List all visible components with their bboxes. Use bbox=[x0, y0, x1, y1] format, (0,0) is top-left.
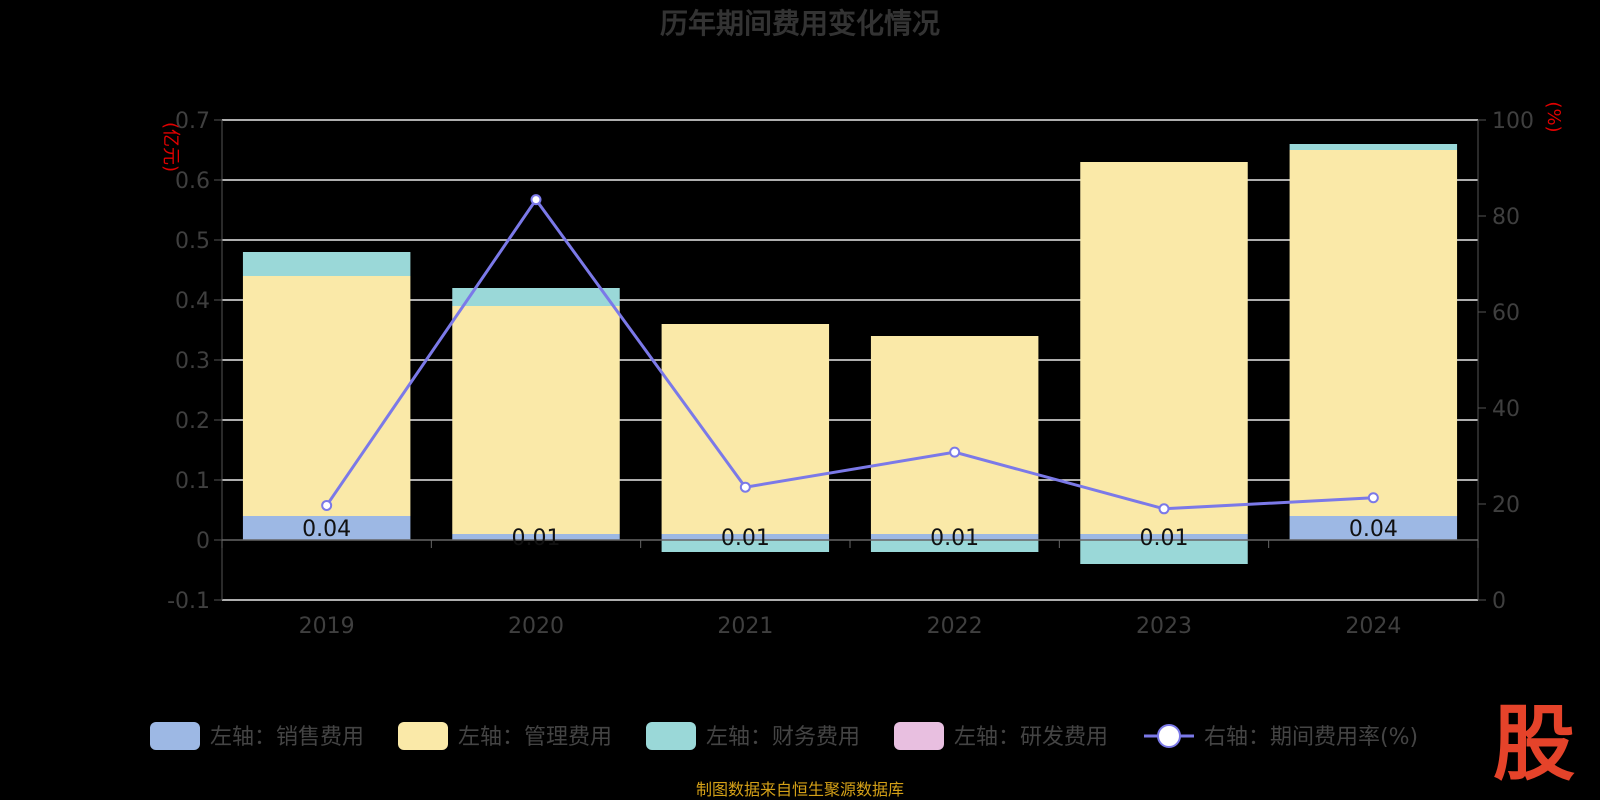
category-label: 2023 bbox=[1136, 614, 1192, 639]
right-tick-label: 40 bbox=[1492, 397, 1520, 422]
bar-segment bbox=[870, 540, 1039, 552]
legend-label: 左轴：财务费用 bbox=[706, 725, 860, 750]
rate-point bbox=[1158, 503, 1170, 515]
bar-segment bbox=[452, 288, 620, 306]
right-tick-label: 100 bbox=[1492, 109, 1534, 134]
left-tick-label: 0.1 bbox=[175, 469, 210, 494]
brand-logo: 股 bbox=[1493, 696, 1575, 792]
legend-swatch bbox=[150, 722, 200, 750]
bar-segment bbox=[1289, 516, 1458, 540]
bar-segment bbox=[661, 534, 830, 540]
legend-swatch bbox=[398, 722, 448, 750]
data-label: 0.01 bbox=[512, 526, 561, 551]
bar-segment bbox=[1080, 534, 1248, 540]
bar-segment bbox=[1080, 540, 1248, 564]
rate-line bbox=[325, 197, 1374, 511]
bar-segment bbox=[1289, 144, 1458, 150]
left-tick-label: -0.1 bbox=[167, 589, 210, 614]
bar-segment bbox=[661, 540, 830, 552]
left-axis-unit: (亿元) bbox=[160, 122, 181, 172]
left-tick-label: 0.3 bbox=[175, 349, 210, 374]
right-tick-label: 0 bbox=[1492, 589, 1506, 614]
left-tick-label: 0.6 bbox=[175, 169, 210, 194]
data-label: 0.04 bbox=[302, 517, 351, 542]
legend: 左轴：销售费用 左轴：管理费用 左轴：财务费用 左轴：研发费用 右轴：期间费用率(%) bbox=[150, 722, 1418, 750]
legend-swatch bbox=[894, 722, 944, 750]
left-tick-label: 0 bbox=[196, 529, 210, 554]
bar-segment bbox=[242, 276, 411, 516]
legend-label: 左轴：研发费用 bbox=[954, 725, 1108, 750]
legend-label: 右轴：期间费用率(%) bbox=[1204, 725, 1418, 750]
data-label: 0.01 bbox=[721, 526, 770, 551]
left-tick-label: 0.2 bbox=[175, 409, 210, 434]
category-label: 2024 bbox=[1345, 614, 1401, 639]
rate-point bbox=[530, 194, 542, 206]
data-label: 0.01 bbox=[930, 526, 979, 551]
right-axis-unit: (%) bbox=[1543, 101, 1564, 132]
bar-segment bbox=[1080, 162, 1248, 534]
bar-segment bbox=[661, 324, 830, 534]
bar-segment bbox=[1289, 150, 1458, 516]
category-label: 2019 bbox=[299, 614, 355, 639]
left-tick-label: 0.7 bbox=[175, 109, 210, 134]
source-note: 制图数据来自恒生聚源数据库 bbox=[696, 780, 904, 799]
legend-label: 左轴：管理费用 bbox=[458, 725, 612, 750]
legend-swatch bbox=[646, 722, 696, 750]
right-tick-label: 60 bbox=[1492, 301, 1520, 326]
legend-label: 左轴：销售费用 bbox=[210, 725, 364, 750]
rate-point bbox=[949, 446, 961, 458]
chart-title: 历年期间费用变化情况 bbox=[660, 7, 940, 40]
rate-point bbox=[321, 499, 333, 511]
data-label: 0.01 bbox=[1140, 526, 1189, 551]
right-tick-label: 20 bbox=[1492, 493, 1520, 518]
rate-point bbox=[1367, 492, 1379, 504]
left-tick-label: 0.5 bbox=[175, 229, 210, 254]
category-label: 2022 bbox=[927, 614, 983, 639]
bar-segment bbox=[870, 534, 1039, 540]
bar-segment bbox=[452, 306, 620, 534]
left-tick-label: 0.4 bbox=[175, 289, 210, 314]
legend-marker bbox=[1157, 724, 1181, 748]
bar-segment bbox=[242, 516, 411, 540]
plot-area: 0.7 0.6 0.5 0.4 0.3 0.2 0.1 0 -0.1 100 80 60 40 20 0 0.… bbox=[167, 109, 1534, 639]
bar-segment bbox=[870, 336, 1039, 534]
category-label: 2020 bbox=[508, 614, 564, 639]
category-label: 2021 bbox=[717, 614, 773, 639]
rate-point bbox=[739, 481, 751, 493]
data-label: 0.04 bbox=[1349, 517, 1398, 542]
bar-segment bbox=[242, 252, 411, 276]
bar-segment bbox=[452, 534, 620, 540]
right-tick-label: 80 bbox=[1492, 205, 1520, 230]
